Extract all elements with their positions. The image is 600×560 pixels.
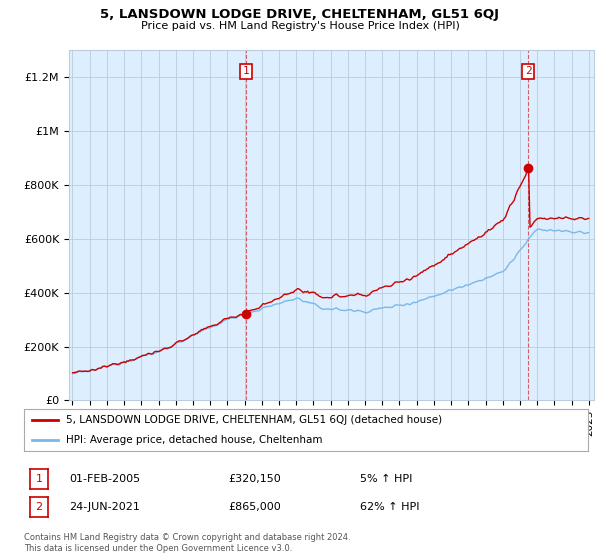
Text: 01-FEB-2005: 01-FEB-2005 (69, 474, 140, 484)
Text: Contains HM Land Registry data © Crown copyright and database right 2024.
This d: Contains HM Land Registry data © Crown c… (24, 533, 350, 553)
Text: 5, LANSDOWN LODGE DRIVE, CHELTENHAM, GL51 6QJ: 5, LANSDOWN LODGE DRIVE, CHELTENHAM, GL5… (101, 8, 499, 21)
Text: 5, LANSDOWN LODGE DRIVE, CHELTENHAM, GL51 6QJ (detached house): 5, LANSDOWN LODGE DRIVE, CHELTENHAM, GL5… (66, 415, 442, 424)
Text: 2: 2 (35, 502, 43, 512)
Text: £865,000: £865,000 (228, 502, 281, 512)
Text: HPI: Average price, detached house, Cheltenham: HPI: Average price, detached house, Chel… (66, 435, 323, 445)
Text: £320,150: £320,150 (228, 474, 281, 484)
Text: Price paid vs. HM Land Registry's House Price Index (HPI): Price paid vs. HM Land Registry's House … (140, 21, 460, 31)
Text: 62% ↑ HPI: 62% ↑ HPI (360, 502, 419, 512)
Text: 1: 1 (242, 67, 250, 76)
Text: 24-JUN-2021: 24-JUN-2021 (69, 502, 140, 512)
Text: 1: 1 (35, 474, 43, 484)
Text: 2: 2 (525, 67, 532, 76)
Text: 5% ↑ HPI: 5% ↑ HPI (360, 474, 412, 484)
